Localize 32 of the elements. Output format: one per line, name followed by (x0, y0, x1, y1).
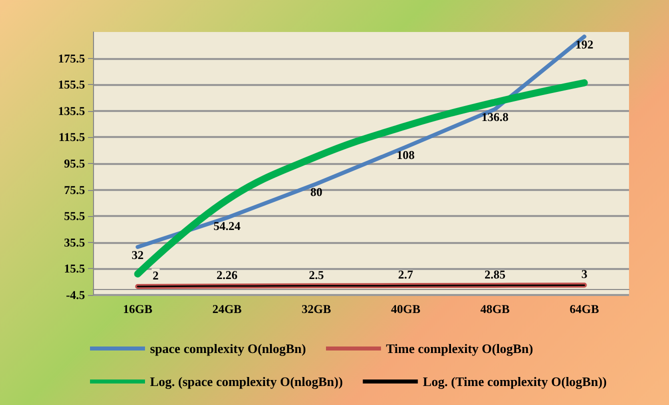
y-tick-label: 115.5 (58, 130, 85, 144)
y-tick-label: 135.5 (58, 104, 85, 118)
legend-label: Log. (Time complexity O(logBn)) (422, 374, 607, 389)
y-tick-label: 55.5 (64, 209, 85, 224)
y-tick-label: 35.5 (64, 235, 85, 250)
y-tick-label: 155.5 (58, 78, 85, 92)
x-tick-label: 64GB (570, 302, 600, 316)
data-label: 108 (396, 148, 415, 162)
data-label: 80 (310, 184, 322, 199)
legend-label: Log. (space complexity O(nlogBn)) (150, 374, 343, 389)
y-tick-label: 15.5 (64, 262, 85, 276)
data-label: 2.26 (216, 268, 238, 282)
y-tick-label: 175.5 (58, 51, 85, 66)
data-label: 192 (575, 38, 594, 52)
x-tick-label: 16GB (122, 302, 152, 316)
legend-label: space complexity O(nlogBn) (150, 341, 306, 356)
legend-label: Time complexity O(logBn) (386, 341, 534, 356)
y-tick-label: 95.5 (64, 156, 85, 170)
data-label: 54.24 (214, 218, 240, 233)
data-label: 2 (152, 268, 159, 282)
data-label: 2.7 (398, 268, 414, 282)
data-label: 32 (132, 248, 144, 262)
data-label: 2.85 (484, 267, 506, 282)
x-tick-label: 48GB (480, 302, 510, 316)
data-label: 2.5 (308, 268, 324, 282)
x-tick-label: 40GB (390, 302, 420, 316)
data-label: 136.8 (482, 110, 508, 124)
x-tick-label: 32GB (302, 302, 332, 316)
y-tick-label: -4.5 (66, 288, 85, 302)
x-tick-label: 24GB (212, 302, 242, 316)
y-tick-label: 75.5 (64, 182, 85, 197)
data-label: 3 (581, 267, 588, 282)
